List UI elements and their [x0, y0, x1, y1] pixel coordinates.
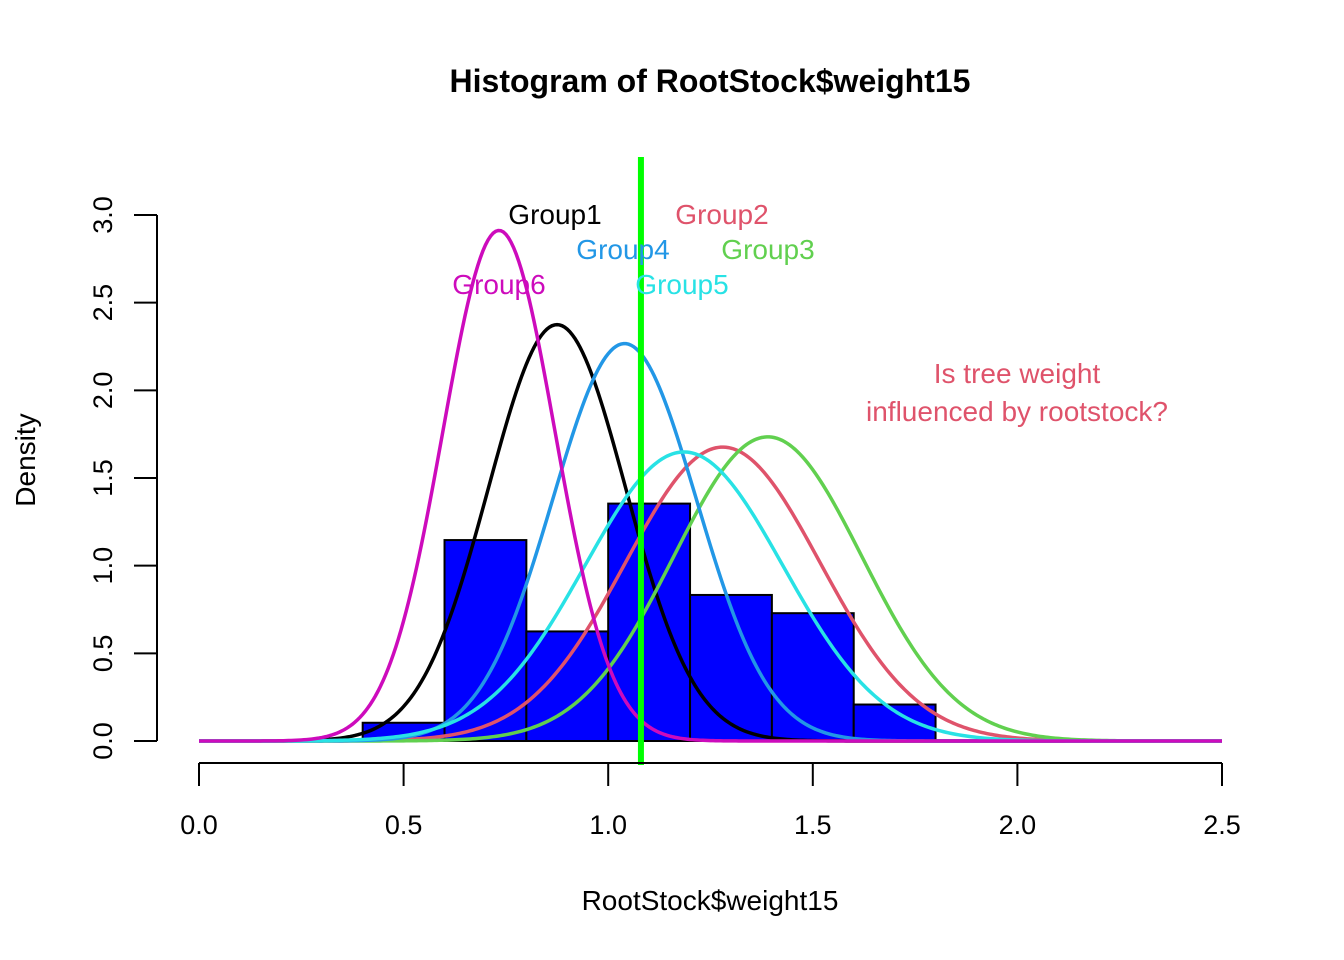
x-tick-label-1.5: 1.5 [794, 810, 832, 840]
y-tick-label-1.5: 1.5 [88, 459, 118, 497]
group-label-group5: Group5 [635, 269, 728, 300]
x-tick-label-0.0: 0.0 [180, 810, 218, 840]
y-tick-label-2.0: 2.0 [88, 372, 118, 410]
x-axis-title: RootStock$weight15 [582, 885, 839, 916]
group-label-group1: Group1 [508, 199, 601, 230]
density-curve-group6 [199, 228, 1222, 743]
x-tick-label-2.0: 2.0 [999, 810, 1037, 840]
y-tick-label-3.0: 3.0 [88, 196, 118, 234]
x-tick-label-0.5: 0.5 [385, 810, 423, 840]
y-axis-title: Density [10, 413, 41, 506]
y-axis: 0.0 0.5 1.0 1.5 2.0 2.5 3.0 [88, 196, 158, 760]
group-label-group3: Group3 [721, 234, 814, 265]
x-tick-label-2.5: 2.5 [1203, 810, 1241, 840]
y-tick-label-0.0: 0.0 [88, 722, 118, 760]
histogram-bar-5 [689, 593, 773, 742]
histogram-bar-2 [443, 539, 528, 742]
y-tick-label-2.5: 2.5 [88, 284, 118, 322]
histogram-bar-6 [770, 612, 855, 743]
group-label-group4: Group4 [576, 234, 669, 265]
histogram-bar-4 [607, 502, 692, 742]
group-label-group6: Group6 [452, 269, 545, 300]
y-tick-label-0.5: 0.5 [88, 635, 118, 673]
group-label-group2: Group2 [675, 199, 768, 230]
group-labels: Group1 Group2 Group3 Group4 Group5 Group6 [452, 199, 814, 300]
density-curves [199, 228, 1222, 743]
x-tick-label-1.0: 1.0 [589, 810, 627, 840]
annotation-line-2: influenced by rootstock? [866, 396, 1168, 427]
annotation-line-1: Is tree weight [934, 358, 1101, 389]
chart-title: Histogram of RootStock$weight15 [450, 63, 971, 99]
x-axis: 0.0 0.5 1.0 1.5 2.0 2.5 [180, 762, 1241, 840]
y-tick-label-1.0: 1.0 [88, 547, 118, 585]
histogram-bars [361, 502, 937, 743]
